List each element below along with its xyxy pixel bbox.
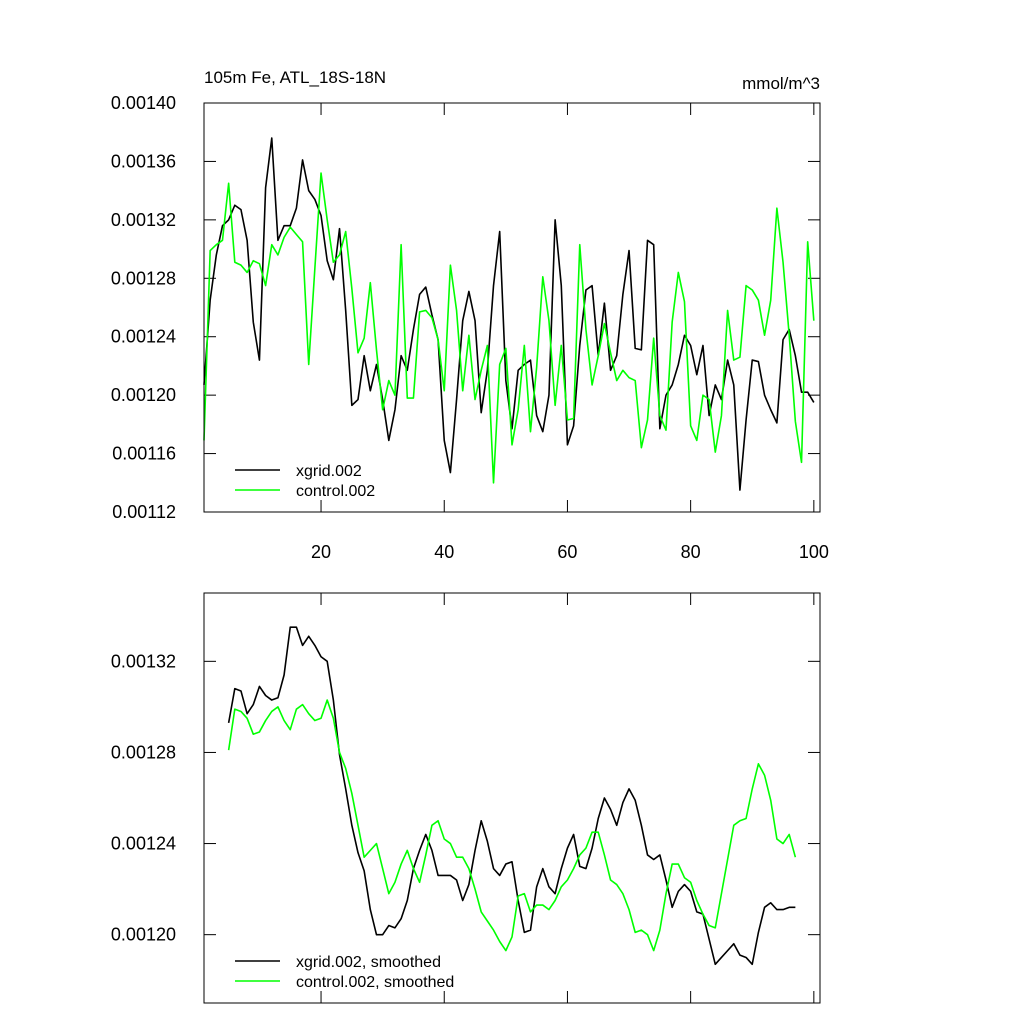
series-line [203, 172, 815, 484]
y-tick-label: 0.00112 [112, 502, 176, 522]
y-tick-label: 0.00136 [111, 151, 176, 171]
y-tick-label: 0.00128 [111, 268, 176, 288]
y-tick-label: 0.00120 [111, 925, 176, 945]
y-tick-label: 0.00132 [111, 651, 176, 671]
units-label: mmol/m^3 [742, 74, 820, 93]
x-tick-label: 40 [434, 542, 454, 562]
y-tick-label: 0.00116 [112, 444, 176, 464]
legend-label: control.002, smoothed [296, 974, 454, 991]
y-tick-label: 0.00120 [111, 385, 176, 405]
y-tick-label: 0.00128 [111, 742, 176, 762]
legend-label: xgrid.002 [296, 463, 362, 480]
y-tick-label: 0.00124 [111, 327, 176, 347]
legend-label: control.002 [296, 483, 375, 500]
legend-label: xgrid.002, smoothed [296, 954, 441, 971]
plot-frame [203, 102, 821, 513]
x-tick-label: 80 [681, 542, 701, 562]
chart-title: 105m Fe, ATL_18S-18N [204, 68, 386, 87]
y-tick-label: 0.00140 [111, 93, 176, 113]
y-tick-label: 0.00124 [111, 834, 176, 854]
series-line [227, 699, 797, 952]
x-tick-label: 100 [799, 542, 829, 562]
series-line [227, 626, 796, 966]
x-tick-label: 60 [557, 542, 577, 562]
y-tick-label: 0.00132 [111, 210, 176, 230]
series-line [203, 137, 815, 491]
x-tick-label: 20 [311, 542, 331, 562]
plot-frame [203, 592, 821, 1004]
